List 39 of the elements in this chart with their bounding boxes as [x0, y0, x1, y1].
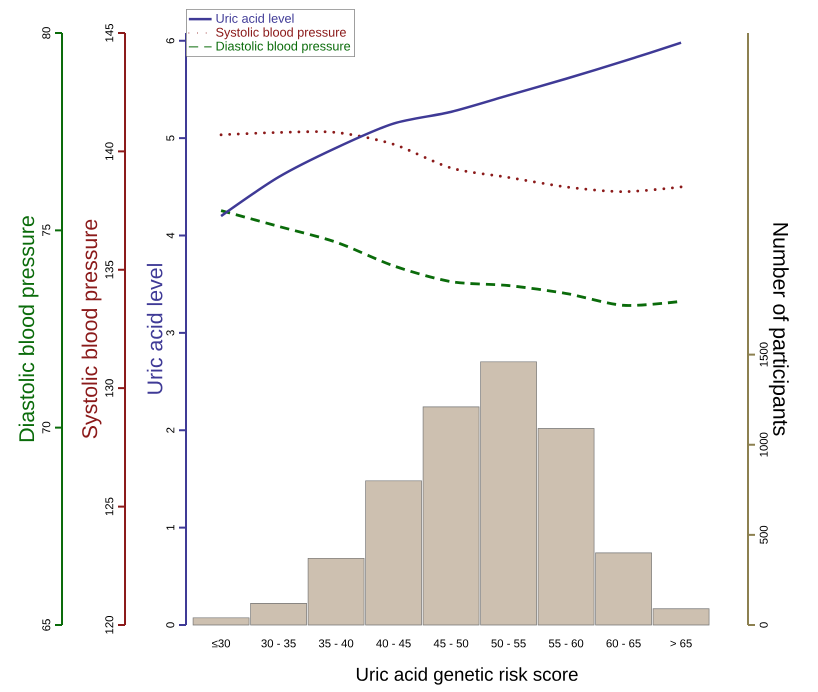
y-tick-label: 500	[760, 526, 768, 544]
x-axis-title: Uric acid genetic risk score	[356, 667, 578, 685]
y-tick-label: 4	[166, 232, 174, 238]
y-tick-label: 1500	[760, 342, 768, 366]
legend-label: Systolic blood pressure	[216, 27, 346, 40]
y-tick-label: 0	[166, 622, 174, 628]
y-axis-title: Uric acid level	[146, 264, 162, 394]
legend-label: Diastolic blood pressure	[216, 41, 350, 54]
x-tick-label: > 65	[670, 639, 692, 648]
x-tick-label: 30 - 35	[261, 639, 296, 648]
y3-tick-label: 130	[105, 379, 114, 397]
y3-tick-label: 145	[105, 24, 114, 42]
y-axis-title: Number of participants	[768, 223, 789, 436]
y-tick-label: 2	[166, 428, 174, 433]
x-tick-label: 40 - 45	[376, 639, 411, 648]
x-tick-label: 60 - 65	[606, 639, 641, 648]
y2-tick-label: 70	[42, 422, 50, 434]
y3-tick-label: 135	[105, 260, 114, 278]
y-tick-label: 5	[166, 135, 174, 141]
y3-tick-label: 125	[105, 498, 114, 516]
y-tick-label: 0	[760, 622, 768, 628]
line-series	[220, 130, 682, 194]
y2-tick-label: 75	[42, 224, 50, 236]
x-tick-label: 50 - 55	[491, 639, 526, 648]
y3-tick-label: 120	[105, 616, 114, 634]
y-tick-label: 6	[166, 38, 174, 44]
y2-axis-title: Diastolic blood pressure	[18, 216, 38, 442]
y3-tick-label: 140	[105, 142, 114, 160]
x-tick-label: 55 - 60	[548, 639, 584, 648]
y-tick-label: 3	[166, 330, 174, 336]
y-tick-label: 1	[166, 525, 174, 530]
legend-label: Uric acid level	[216, 14, 294, 23]
x-tick-label: 35 - 40	[318, 639, 354, 648]
y-tick-label: 1000	[760, 432, 768, 456]
y2-tick-label: 80	[42, 27, 50, 39]
x-tick-label: 45 - 50	[434, 639, 468, 648]
y3-axis-title: Systolic blood pressure	[82, 220, 102, 438]
x-tick-label: ≤30	[212, 639, 230, 648]
y2-tick-label: 65	[42, 619, 50, 631]
